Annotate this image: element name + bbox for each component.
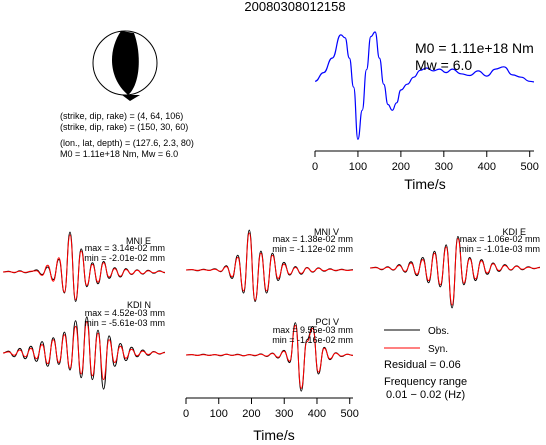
station-min: min = -5.61e-03 mm bbox=[84, 318, 165, 328]
stf-x-tick-label: 200 bbox=[392, 161, 410, 173]
station-max: max = 3.14e-02 mm bbox=[85, 243, 165, 253]
waveform-x-tick-label: 300 bbox=[275, 408, 293, 420]
stf-x-tick-label: 100 bbox=[349, 161, 367, 173]
synthetic-trace bbox=[369, 238, 541, 306]
station-min: min = -1.16e-02 mm bbox=[272, 335, 353, 345]
waveform-x-tick-label: 500 bbox=[341, 408, 359, 420]
stf-x-tick-label: 300 bbox=[435, 161, 453, 173]
beachball bbox=[92, 30, 158, 101]
stf-plot: 0 100 200 300 400 500 Time/s M0 = 1.11e+18 Nm… bbox=[312, 31, 539, 192]
legend-syn-label: Syn. bbox=[428, 344, 448, 355]
synthetic-trace bbox=[2, 321, 166, 381]
station-max: max = 9.55e-03 mm bbox=[273, 325, 353, 335]
stf-series-line bbox=[314, 31, 535, 140]
waveform-x-tick-label: 400 bbox=[308, 408, 326, 420]
legend-obs-label: Obs. bbox=[428, 326, 449, 337]
mechanism-line-2: (strike, dip, rake) = (150, 30, 60) bbox=[60, 122, 188, 132]
waveform-x-tick-label: 100 bbox=[210, 408, 228, 420]
mechanism-line-3: (lon., lat, depth) = (127.6, 2.3, 80) bbox=[60, 138, 194, 148]
station-name: PCI V bbox=[315, 317, 339, 327]
waveform-x-tick-label: 200 bbox=[242, 408, 260, 420]
station-min: min = -2.01e-02 mm bbox=[84, 253, 165, 263]
waveform-x-label: Time/s bbox=[253, 427, 294, 443]
station-max: max = 4.52e-03 mm bbox=[85, 308, 165, 318]
mechanism-line-4: M0 = 1.11e+18 Nm, Mw = 6.0 bbox=[60, 149, 178, 159]
station-name: KDI E bbox=[502, 227, 526, 237]
stf-x-ticks: 0 100 200 300 400 500 bbox=[312, 151, 539, 173]
waveform-x-tick-label: 0 bbox=[183, 408, 189, 420]
figure-title: 20080308012158 bbox=[244, 0, 345, 14]
station-name: MNI E bbox=[126, 236, 151, 246]
station-max: max = 1.06e-02 mm bbox=[460, 234, 540, 244]
stf-x-label: Time/s bbox=[404, 176, 445, 192]
residual-label: Residual = 0.06 bbox=[384, 359, 461, 371]
synthetic-trace bbox=[185, 324, 354, 389]
stf-m0-label: M0 = 1.11e+18 Nm bbox=[415, 40, 534, 56]
stf-mw-label: Mw = 6.0 bbox=[415, 57, 472, 73]
synthetic-trace bbox=[2, 234, 166, 301]
waveform-x-ticks: 0 100 200 300 400 500 bbox=[183, 398, 359, 420]
station-max: max = 1.38e-02 mm bbox=[273, 234, 353, 244]
station-name: KDI N bbox=[127, 300, 151, 310]
legend: Obs. Syn. Residual = 0.06 Frequency rang… bbox=[384, 326, 467, 401]
beachball-compression bbox=[111, 31, 139, 95]
frequency-range-label: Frequency range bbox=[384, 376, 467, 388]
frequency-range-value: 0.01 − 0.02 (Hz) bbox=[386, 389, 465, 401]
station-min: min = -1.01e-03 mm bbox=[459, 244, 540, 254]
stf-x-tick-label: 400 bbox=[478, 161, 496, 173]
beachball-compression-tail bbox=[122, 95, 140, 101]
synthetic-trace bbox=[185, 232, 354, 301]
stf-x-tick-label: 500 bbox=[521, 161, 539, 173]
station-min: min = -1.12e-02 mm bbox=[272, 244, 353, 254]
station-name: MNI V bbox=[314, 227, 339, 237]
waveform-x-axis: 0 100 200 300 400 500 Time/s bbox=[183, 397, 359, 443]
mechanism-line-1: (strike, dip, rake) = (4, 64, 106) bbox=[60, 111, 183, 121]
stf-x-tick-label: 0 bbox=[312, 161, 318, 173]
